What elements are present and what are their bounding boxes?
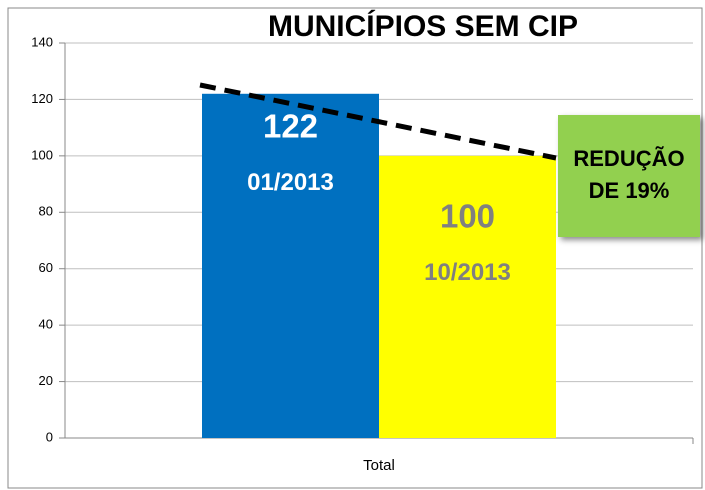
chart-frame <box>7 7 703 489</box>
y-tick-label: 20 <box>39 373 53 388</box>
series-label: 10/2013 <box>424 259 511 286</box>
series-label: 01/2013 <box>247 169 334 196</box>
chart-title: MUNICÍPIOS SEM CIP <box>268 9 578 43</box>
y-tick-label: 60 <box>39 260 53 275</box>
annotation-text: REDUÇÃO <box>573 146 684 171</box>
y-tick-label: 80 <box>39 204 53 219</box>
bar <box>202 93 379 439</box>
x-tick-label: Total <box>363 457 395 474</box>
y-tick-label: 120 <box>31 91 53 106</box>
value-label: 122 <box>263 108 318 145</box>
y-tick-label: 0 <box>46 429 53 444</box>
y-tick-label: 100 <box>31 147 53 162</box>
y-tick-label: 40 <box>39 317 53 332</box>
annotation-text: DE 19% <box>589 178 670 203</box>
y-tick-label: 140 <box>31 34 53 49</box>
bar <box>379 155 556 438</box>
value-label: 100 <box>440 198 495 235</box>
trend-line <box>199 82 557 161</box>
annotation-box <box>558 115 700 237</box>
